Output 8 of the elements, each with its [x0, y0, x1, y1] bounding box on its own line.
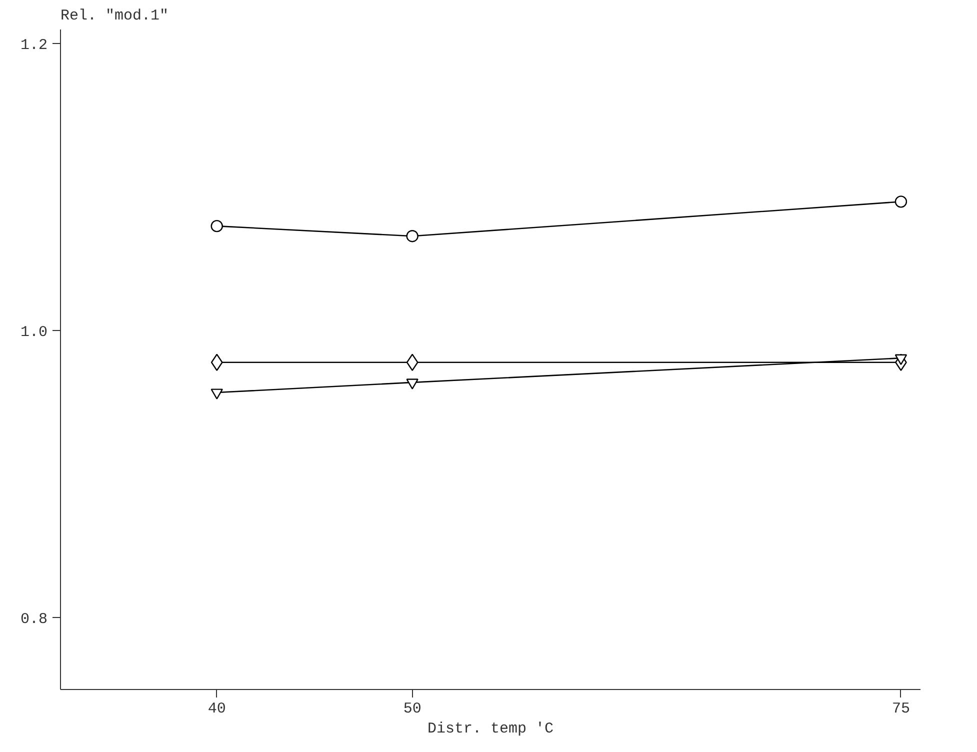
x-tick-label: 75 [892, 700, 910, 718]
y-axis-title: Rel. "mod.1" [60, 8, 169, 24]
x-tick-label: 50 [403, 700, 422, 718]
y-tick-label: 0.8 [20, 610, 48, 628]
x-axis-title: Distr. temp 'C [427, 720, 554, 738]
y-tick-label: 1.0 [20, 324, 48, 341]
y-tick-label: 1.2 [20, 36, 48, 54]
x-tick-label: 40 [208, 700, 226, 718]
